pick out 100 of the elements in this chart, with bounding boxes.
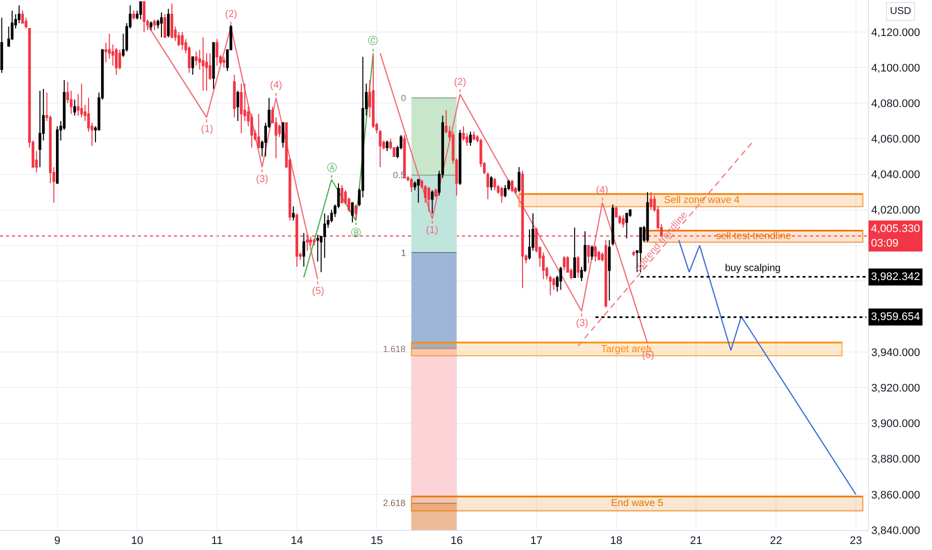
- candlestick: [340, 184, 344, 204]
- candlestick: [430, 190, 434, 214]
- candlestick: [212, 42, 215, 90]
- x-tick-label: 18: [610, 535, 622, 548]
- series-label: Sell zone wave 4: [664, 195, 740, 206]
- candlestick: [202, 36, 204, 92]
- annotation: (5): [312, 286, 324, 297]
- y-tick-label: 3,840.000: [871, 524, 920, 537]
- candlestick: [351, 202, 354, 223]
- series-label: 0: [401, 93, 406, 103]
- candlestick: [576, 256, 580, 278]
- x-tick-label: 14: [290, 535, 303, 548]
- candlestick: [160, 12, 163, 38]
- candlestick: [257, 113, 260, 148]
- candlestick: [170, 3, 174, 38]
- candlestick: [622, 214, 625, 228]
- candlestick: [594, 244, 597, 262]
- candlestick: [625, 212, 628, 239]
- annotation: (1): [201, 124, 214, 135]
- candlestick: [153, 19, 156, 31]
- candlestick: [427, 186, 430, 212]
- candlestick: [194, 51, 198, 66]
- candlestick: [490, 176, 493, 191]
- candlestick: [510, 179, 514, 193]
- candlestick: [80, 83, 83, 118]
- y-tick-label: 4,040.000: [871, 169, 920, 182]
- x-tick-label: 15: [370, 535, 383, 548]
- series-label: sell test trendline: [716, 231, 792, 242]
- y-tick-label: 3,920.000: [871, 382, 920, 395]
- candlestick: [458, 129, 462, 186]
- candlestick: [469, 131, 472, 146]
- series-label: 2.618: [383, 498, 406, 508]
- annotation: (2): [454, 77, 466, 88]
- candlestick: [650, 192, 652, 210]
- candlestick: [302, 232, 306, 268]
- y-tick-label: 4,020.000: [871, 204, 920, 217]
- candlestick: [604, 240, 608, 308]
- y-axis-title: USD: [890, 6, 912, 17]
- annotation: (3): [576, 318, 588, 329]
- candlestick: [73, 99, 76, 116]
- candlestick: [573, 227, 576, 278]
- y-tick-label: 3,860.000: [871, 489, 920, 502]
- candlestick: [559, 266, 562, 290]
- candlestick: [500, 186, 504, 204]
- candlestick: [386, 140, 388, 152]
- x-tick-label: 22: [770, 535, 782, 548]
- candlestick: [417, 179, 420, 204]
- y-tick-label: 3,880.000: [871, 454, 920, 466]
- candlestick: [114, 48, 118, 76]
- candlestick: [164, 14, 166, 38]
- y-tick-label: 3,940.000: [871, 347, 920, 359]
- candlestick: [142, 1, 146, 33]
- candlestick: [167, 8, 170, 38]
- candlestick: [646, 192, 649, 242]
- annotation: Ⓑ: [351, 227, 361, 239]
- candlestick: [150, 20, 152, 31]
- candlestick: [222, 56, 226, 68]
- candlestick: [191, 56, 194, 76]
- candlestick: [562, 256, 566, 271]
- x-tick-label: 10: [131, 535, 144, 548]
- ref-line-label: 4,005.330 03:09: [871, 223, 920, 250]
- candlestick: [472, 131, 476, 141]
- candlestick: [240, 83, 243, 134]
- series-label: 1.618: [383, 344, 406, 354]
- annotation: (3): [256, 174, 268, 185]
- candlestick: [282, 122, 284, 148]
- candlestick: [434, 188, 438, 198]
- x-tick-label: 23: [850, 535, 862, 548]
- series-label: buy scalping: [725, 263, 781, 274]
- y-tick-label: 4,080.000: [871, 98, 920, 110]
- annotation: Ⓐ: [327, 162, 337, 174]
- x-tick-label: 17: [530, 535, 543, 548]
- x-tick-label: 16: [450, 535, 463, 548]
- candlestick: [233, 74, 236, 118]
- candlestick: [518, 166, 520, 193]
- annotation: (2): [225, 9, 238, 20]
- x-tick-label: 11: [211, 535, 223, 548]
- candlestick: [180, 32, 184, 50]
- y-tick-label: 4,120.000: [871, 26, 920, 39]
- candlestick: [132, 10, 136, 20]
- candlestick: [312, 238, 316, 246]
- candlestick: [236, 90, 240, 122]
- candlestick: [292, 206, 295, 222]
- series-label: End wave 5: [611, 498, 664, 509]
- y-tick-label: 4,060.000: [871, 134, 920, 146]
- annotation: (1): [426, 225, 438, 236]
- candlestick: [587, 244, 590, 264]
- annotation: (4): [270, 80, 282, 91]
- candlestick: [410, 177, 413, 193]
- y-tick-label: 3,900.000: [871, 418, 920, 430]
- candlestick: [0, 17, 4, 74]
- series-label: 1: [401, 248, 406, 258]
- annotation: Ⓒ: [368, 35, 378, 47]
- candlestick: [139, 1, 142, 20]
- y-tick-label: 4,100.000: [871, 62, 920, 74]
- candlestick: [590, 244, 594, 260]
- candlestick: [493, 177, 496, 191]
- x-tick-label: 9: [54, 535, 60, 548]
- x-tick-label: 21: [690, 535, 702, 548]
- candlestick: [38, 90, 42, 168]
